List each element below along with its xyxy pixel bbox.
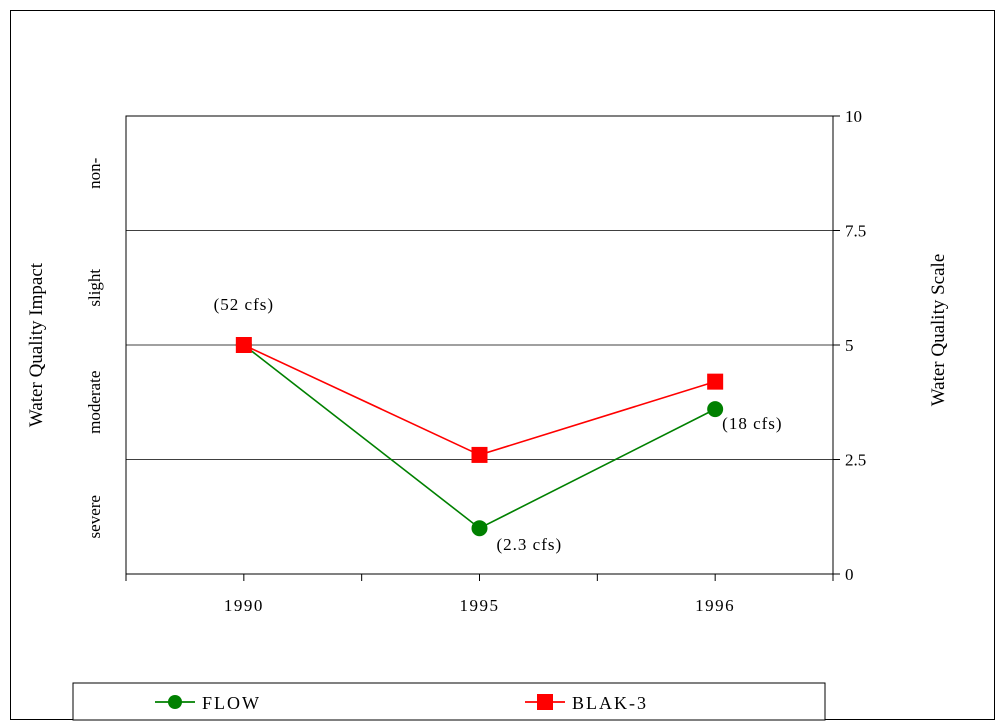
x-tick-label: 1995 bbox=[460, 596, 500, 615]
y-axis-title-left: Water Quality Impact bbox=[26, 262, 47, 427]
y-axis-title-right: Water Quality Scale bbox=[928, 254, 949, 407]
x-tick-label: 1996 bbox=[695, 596, 735, 615]
impact-band-label: slight bbox=[85, 269, 104, 307]
impact-band-label: severe bbox=[85, 495, 104, 538]
legend-label: FLOW bbox=[202, 693, 261, 713]
legend-swatch-marker bbox=[168, 695, 182, 709]
data-point-blak-3 bbox=[707, 373, 724, 390]
legend: FLOW BLAK-3 bbox=[155, 693, 648, 713]
y-axis-right: 0 2.5 5 7.5 10 bbox=[833, 107, 866, 584]
legend-label: BLAK-3 bbox=[572, 693, 648, 713]
x-tick-label: 1990 bbox=[224, 596, 264, 615]
legend-box bbox=[72, 682, 826, 721]
y-tick-label: 10 bbox=[845, 107, 862, 126]
data-point-flow bbox=[471, 520, 488, 537]
series-group bbox=[235, 337, 724, 537]
y-tick-label: 2.5 bbox=[845, 451, 866, 470]
data-annotation: (18 cfs) bbox=[722, 414, 782, 433]
y-tick-label: 0 bbox=[845, 565, 854, 584]
impact-band-label: non- bbox=[85, 157, 104, 189]
impact-band-label: moderate bbox=[85, 371, 104, 434]
x-axis: 1990 1995 1996 bbox=[125, 574, 834, 615]
annotations: (52 cfs) (2.3 cfs) (18 cfs) bbox=[214, 295, 782, 554]
y-tick-label: 7.5 bbox=[845, 222, 866, 241]
impact-band-labels: severe moderate slight non- bbox=[85, 157, 104, 538]
data-annotation: (52 cfs) bbox=[214, 295, 274, 314]
data-point-blak-3 bbox=[235, 337, 252, 353]
data-annotation: (2.3 cfs) bbox=[497, 535, 563, 554]
data-point-blak-3 bbox=[471, 446, 488, 463]
chart-frame bbox=[10, 10, 995, 720]
series-line-flow bbox=[243, 344, 716, 530]
data-point-flow bbox=[707, 401, 724, 418]
legend-swatch-marker bbox=[537, 694, 553, 710]
y-tick-label: 5 bbox=[845, 336, 854, 355]
